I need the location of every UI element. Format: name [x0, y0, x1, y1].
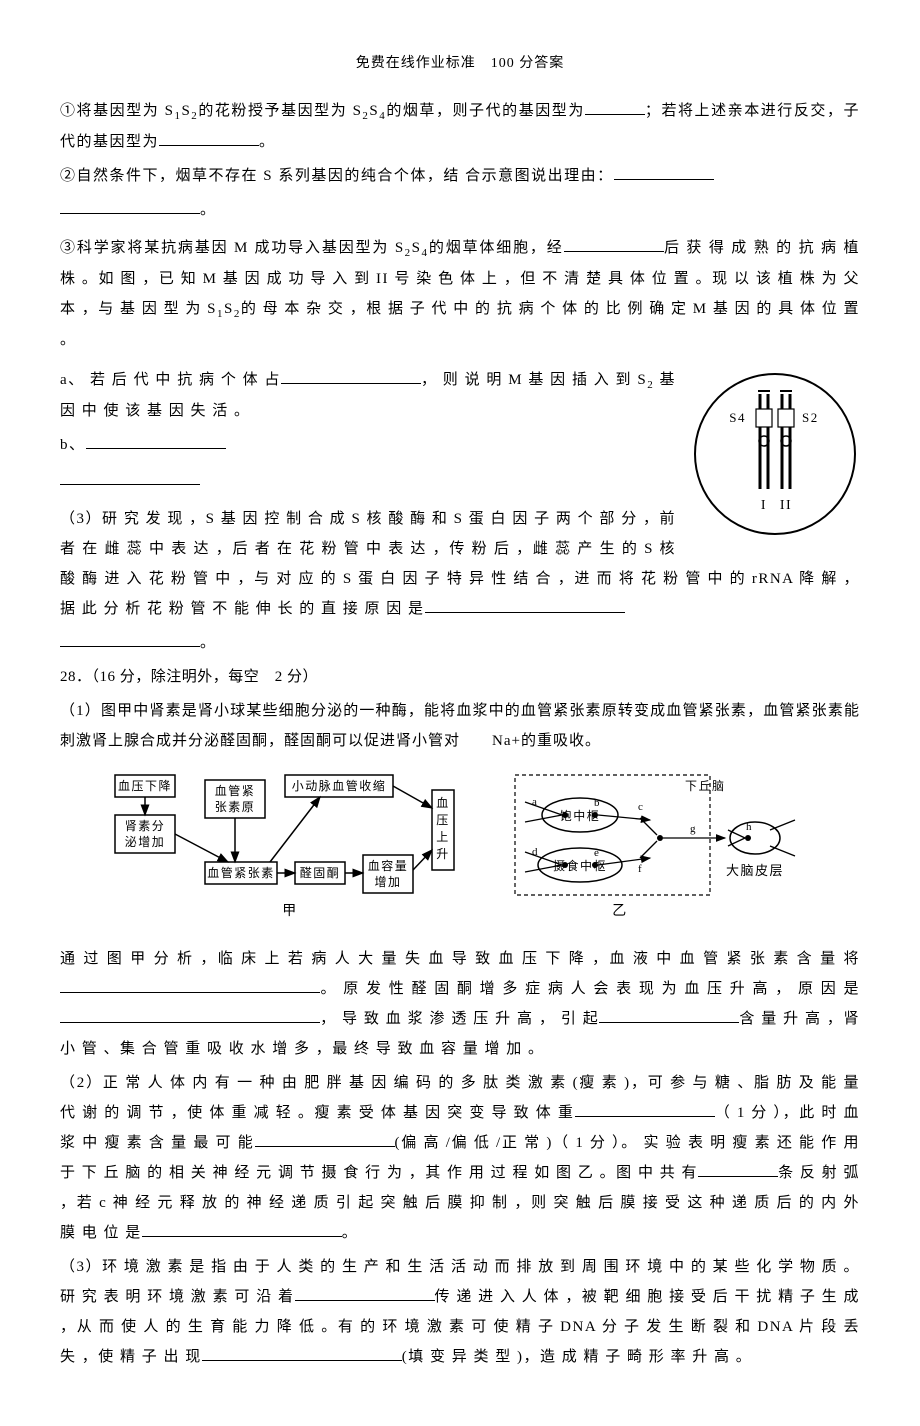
q3: ③科学家将某抗病基因 M 成功导入基因型为 S2S4的烟草体细胞，经后 获 得 …: [60, 233, 860, 355]
svg-text:血压下降: 血压下降: [118, 779, 172, 793]
blank: [60, 198, 200, 215]
svg-text:压: 压: [436, 813, 450, 827]
blank: [60, 469, 200, 486]
blank: [564, 236, 664, 253]
t: ③科学家将某抗病基因 M 成功导入基因型为 S: [60, 240, 405, 256]
blank: [599, 1007, 739, 1024]
svg-text:S2: S2: [802, 410, 819, 425]
t: 。: [342, 1225, 359, 1241]
blank: [585, 99, 645, 116]
t: S: [412, 240, 422, 256]
svg-text:b: b: [594, 797, 601, 809]
svg-text:血管紧: 血管紧: [215, 783, 256, 798]
t: 通 过 图 甲 分 析 ，临 床 上 若 病 人 大 量 失 血 导 致 血 压…: [60, 951, 860, 967]
q28-title: 28．（16 分，除注明外，每空 2 分）: [60, 662, 860, 692]
svg-text:大脑皮层: 大脑皮层: [726, 863, 784, 878]
p6: （2）正 常 人 体 内 有 一 种 由 肥 胖 基 因 编 码 的 多 肽 类…: [60, 1068, 860, 1248]
t: 的花粉授予基因型为 S: [198, 103, 362, 119]
blank: [425, 597, 625, 614]
blank: [698, 1161, 778, 1178]
t: (填 变 异 类 型 )，造 成 精 子 畸 形 率 升 高 。: [402, 1349, 753, 1365]
t: 。 原 发 性 醛 固 酮 增 多 症 病 人 会 表 现 为 血 压 升 高 …: [320, 981, 860, 997]
svg-text:下丘脑: 下丘脑: [685, 779, 726, 793]
p7: （3）环 境 激 素 是 指 由 于 人 类 的 生 产 和 生 活 活 动 而…: [60, 1252, 860, 1372]
svg-text:g: g: [690, 823, 697, 835]
svg-text:上: 上: [436, 830, 450, 844]
blank: [142, 1221, 342, 1238]
svg-text:血容量: 血容量: [368, 858, 409, 873]
t: 的烟草，则子代的基因型为: [386, 103, 585, 119]
svg-text:乙: 乙: [612, 903, 628, 919]
sub: 1: [217, 308, 224, 320]
diagram-yi: 下丘脑 饱中枢 摄食中枢 a b c d e f g h 大脑皮层 乙: [510, 770, 810, 930]
svg-text:肾素分: 肾素分: [125, 819, 166, 833]
svg-text:甲: 甲: [282, 904, 298, 919]
blank: [60, 631, 200, 648]
sub: 2: [234, 308, 241, 320]
diagram-row: 血压下降 肾素分 泌增加 血管紧 张素原 血管紧张素 醛固酮 小动脉血管收缩 血…: [60, 770, 860, 930]
blank: [295, 1285, 435, 1302]
t: 的烟草体细胞，经: [429, 240, 564, 256]
svg-text:e: e: [594, 847, 600, 859]
t: 。: [200, 202, 217, 218]
q28-1: （1）图甲中肾素是肾小球某些细胞分泌的一种酶，能将血浆中的血管紧张素原转变成血管…: [60, 696, 860, 756]
svg-text:c: c: [638, 801, 644, 813]
blank: [159, 130, 259, 147]
sub: 4: [422, 247, 429, 259]
q2: ②自然条件下，烟草不存在 S 系列基因的纯合个体，结 合示意图说出理由：: [60, 161, 860, 191]
svg-text:f: f: [638, 863, 643, 875]
t: ②自然条件下，烟草不存在 S 系列基因的纯合个体，结 合示意图说出理由：: [60, 168, 614, 184]
svg-text:泌增加: 泌增加: [125, 835, 166, 849]
t: 。: [200, 635, 217, 651]
svg-text:血管紧张素: 血管紧张素: [207, 865, 275, 880]
q2-line2: 。: [60, 195, 860, 225]
svg-text:II: II: [780, 498, 792, 513]
blank: [281, 368, 421, 385]
t: a、 若 后 代 中 抗 病 个 体 占: [60, 372, 281, 388]
chromosome-diagram: S4 S2 I II: [690, 369, 860, 539]
svg-text:张素原: 张素原: [215, 800, 256, 814]
p5: 通 过 图 甲 分 析 ，临 床 上 若 病 人 大 量 失 血 导 致 血 压…: [60, 944, 860, 1064]
blank: [60, 1007, 320, 1024]
svg-text:增加: 增加: [374, 875, 401, 889]
svg-text:小动脉血管收缩: 小动脉血管收缩: [292, 778, 387, 793]
t: S: [181, 103, 191, 119]
t: 。: [259, 134, 276, 150]
blank: [575, 1101, 715, 1118]
q-sub3-line2: 。: [60, 628, 860, 658]
blank: [614, 164, 714, 181]
svg-text:血: 血: [436, 796, 450, 810]
svg-text:S4: S4: [729, 410, 746, 425]
svg-text:I: I: [761, 498, 767, 513]
t: b、: [60, 437, 86, 453]
page-header: 免费在线作业标准 100 分答案: [60, 50, 860, 78]
q1: ①将基因型为 S1S2的花粉授予基因型为 S2S4的烟草，则子代的基因型为；若将…: [60, 96, 860, 157]
sub: 2: [405, 247, 412, 259]
svg-text:h: h: [746, 821, 753, 833]
svg-text:醛固酮: 醛固酮: [300, 865, 341, 880]
t: S: [369, 103, 379, 119]
svg-text:升: 升: [436, 847, 450, 861]
blank: [86, 433, 226, 450]
diagram-jia: 血压下降 肾素分 泌增加 血管紧 张素原 血管紧张素 醛固酮 小动脉血管收缩 血…: [110, 770, 480, 930]
t: ， 则 说 明 M 基 因 插 入 到 S: [421, 372, 647, 388]
t: S: [224, 301, 234, 317]
t: ①将基因型为 S: [60, 103, 174, 119]
blank: [255, 1131, 395, 1148]
t: ， 导 致 血 浆 渗 透 压 升 高 ， 引 起: [320, 1011, 599, 1027]
blank: [60, 977, 320, 994]
blank: [202, 1345, 402, 1362]
